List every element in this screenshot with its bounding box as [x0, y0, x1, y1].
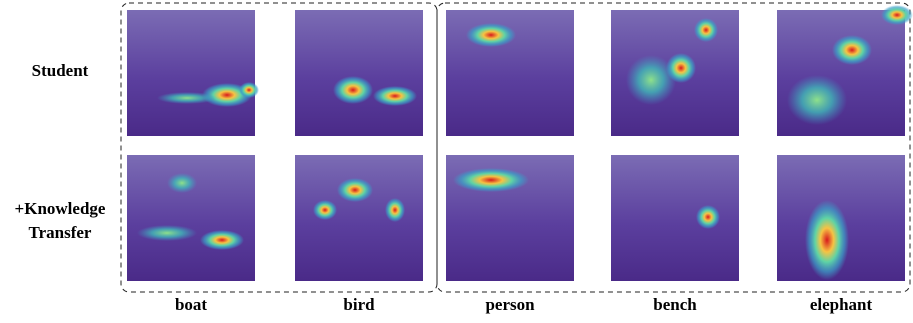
- heat-spot: [157, 92, 217, 104]
- heat-spot: [787, 75, 847, 125]
- heat-spot: [696, 205, 720, 229]
- heat-spot: [137, 225, 197, 241]
- heat-spot: [626, 55, 676, 105]
- column-label: person: [485, 295, 535, 314]
- heatmap-image: [295, 155, 423, 281]
- heat-spot: [385, 198, 405, 222]
- heat-spot: [337, 178, 373, 202]
- figure: Student +Knowledge Transfer boat bird person b…: [0, 0, 913, 323]
- heatmap-image: [127, 10, 255, 136]
- heat-spot: [453, 168, 529, 192]
- column-label: bench: [653, 295, 697, 314]
- heat-spot: [832, 35, 872, 65]
- heat-spot: [333, 76, 373, 104]
- heat-spot: [466, 23, 516, 47]
- row-label: Transfer: [29, 223, 92, 242]
- heat-spot: [200, 230, 244, 250]
- column-label: elephant: [810, 295, 873, 314]
- column-label: boat: [175, 295, 207, 314]
- column-label: bird: [343, 295, 375, 314]
- heat-spot: [313, 200, 337, 220]
- heat-spot: [694, 18, 718, 42]
- heat-spot: [167, 173, 197, 193]
- heat-spot: [373, 86, 417, 106]
- heatmap-image: [295, 10, 423, 136]
- heat-spot: [881, 5, 913, 25]
- heatmaps: [127, 5, 913, 281]
- heatmap-image: [127, 155, 255, 281]
- heat-spot: [239, 82, 259, 98]
- heat-spot: [805, 200, 849, 280]
- row-label: +Knowledge: [15, 199, 106, 218]
- row-label: Student: [32, 61, 89, 80]
